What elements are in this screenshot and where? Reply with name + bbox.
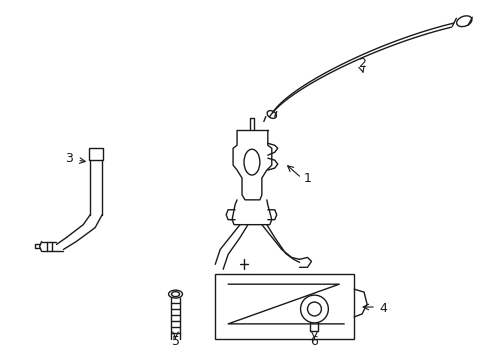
- Text: 4: 4: [378, 302, 386, 315]
- Text: 6: 6: [310, 335, 318, 348]
- Text: 1: 1: [303, 171, 311, 185]
- Text: 2: 2: [357, 57, 366, 71]
- Text: 5: 5: [171, 335, 179, 348]
- Bar: [89, 148, 103, 160]
- Bar: [215, 274, 353, 339]
- Text: 3: 3: [65, 152, 73, 165]
